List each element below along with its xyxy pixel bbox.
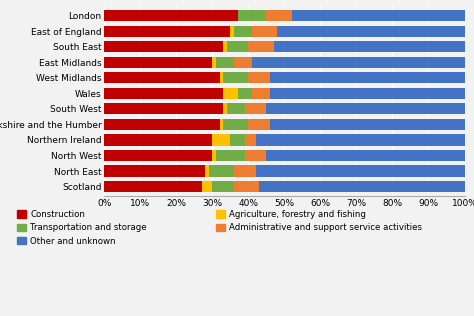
Bar bbox=[255, 134, 465, 146]
Bar bbox=[255, 166, 465, 177]
Bar bbox=[248, 119, 270, 130]
Bar bbox=[273, 41, 465, 52]
Bar bbox=[223, 103, 227, 114]
Bar bbox=[245, 103, 266, 114]
Bar bbox=[104, 57, 212, 68]
Bar bbox=[266, 103, 465, 114]
Bar bbox=[245, 134, 255, 146]
Bar bbox=[223, 88, 237, 99]
Bar bbox=[270, 88, 465, 99]
Bar bbox=[237, 88, 252, 99]
Bar bbox=[277, 26, 465, 37]
Bar bbox=[292, 10, 465, 21]
Bar bbox=[234, 181, 259, 192]
Bar bbox=[223, 72, 248, 83]
Bar bbox=[259, 181, 465, 192]
Bar bbox=[248, 72, 270, 83]
Bar bbox=[104, 134, 212, 146]
Bar bbox=[104, 166, 205, 177]
Bar bbox=[252, 88, 270, 99]
Bar bbox=[237, 10, 266, 21]
Bar bbox=[248, 41, 273, 52]
Bar bbox=[104, 88, 223, 99]
Bar bbox=[212, 150, 216, 161]
Bar bbox=[212, 181, 234, 192]
Bar bbox=[201, 181, 212, 192]
Bar bbox=[212, 134, 230, 146]
Bar bbox=[212, 57, 216, 68]
Bar bbox=[270, 119, 465, 130]
Bar bbox=[234, 26, 252, 37]
Bar bbox=[216, 150, 245, 161]
Bar bbox=[270, 72, 465, 83]
Bar bbox=[227, 41, 248, 52]
Bar bbox=[234, 57, 252, 68]
Bar bbox=[223, 119, 248, 130]
Bar bbox=[266, 150, 465, 161]
Bar bbox=[252, 26, 277, 37]
Bar bbox=[216, 57, 234, 68]
Legend: Agriculture, forestry and fishing, Administrative and support service activities: Agriculture, forestry and fishing, Admin… bbox=[213, 207, 426, 236]
Bar bbox=[104, 10, 237, 21]
Bar bbox=[227, 103, 245, 114]
Bar bbox=[104, 41, 223, 52]
Bar bbox=[104, 181, 201, 192]
Bar bbox=[209, 166, 234, 177]
Bar bbox=[104, 150, 212, 161]
Bar bbox=[104, 119, 219, 130]
Bar bbox=[205, 166, 209, 177]
Bar bbox=[266, 10, 292, 21]
Bar bbox=[223, 41, 227, 52]
Bar bbox=[104, 26, 230, 37]
Bar bbox=[219, 119, 223, 130]
Bar bbox=[252, 57, 465, 68]
Bar bbox=[230, 134, 245, 146]
Bar bbox=[245, 150, 266, 161]
Bar bbox=[104, 72, 219, 83]
Bar bbox=[219, 72, 223, 83]
Bar bbox=[104, 103, 223, 114]
Bar bbox=[230, 26, 234, 37]
Bar bbox=[234, 166, 255, 177]
